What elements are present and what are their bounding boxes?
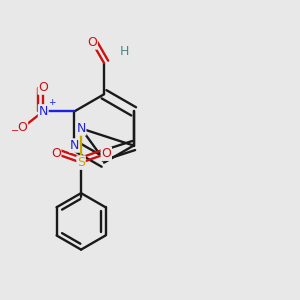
Text: N: N <box>39 105 48 118</box>
Text: H: H <box>120 45 129 58</box>
Text: −: − <box>11 126 19 136</box>
Text: O: O <box>51 147 61 160</box>
Text: O: O <box>101 147 111 160</box>
Text: +: + <box>48 98 56 107</box>
Text: O: O <box>38 81 48 94</box>
Text: N: N <box>70 139 79 152</box>
Text: O: O <box>17 121 27 134</box>
Text: N: N <box>76 122 86 135</box>
Text: O: O <box>87 36 97 49</box>
Text: S: S <box>77 156 85 169</box>
